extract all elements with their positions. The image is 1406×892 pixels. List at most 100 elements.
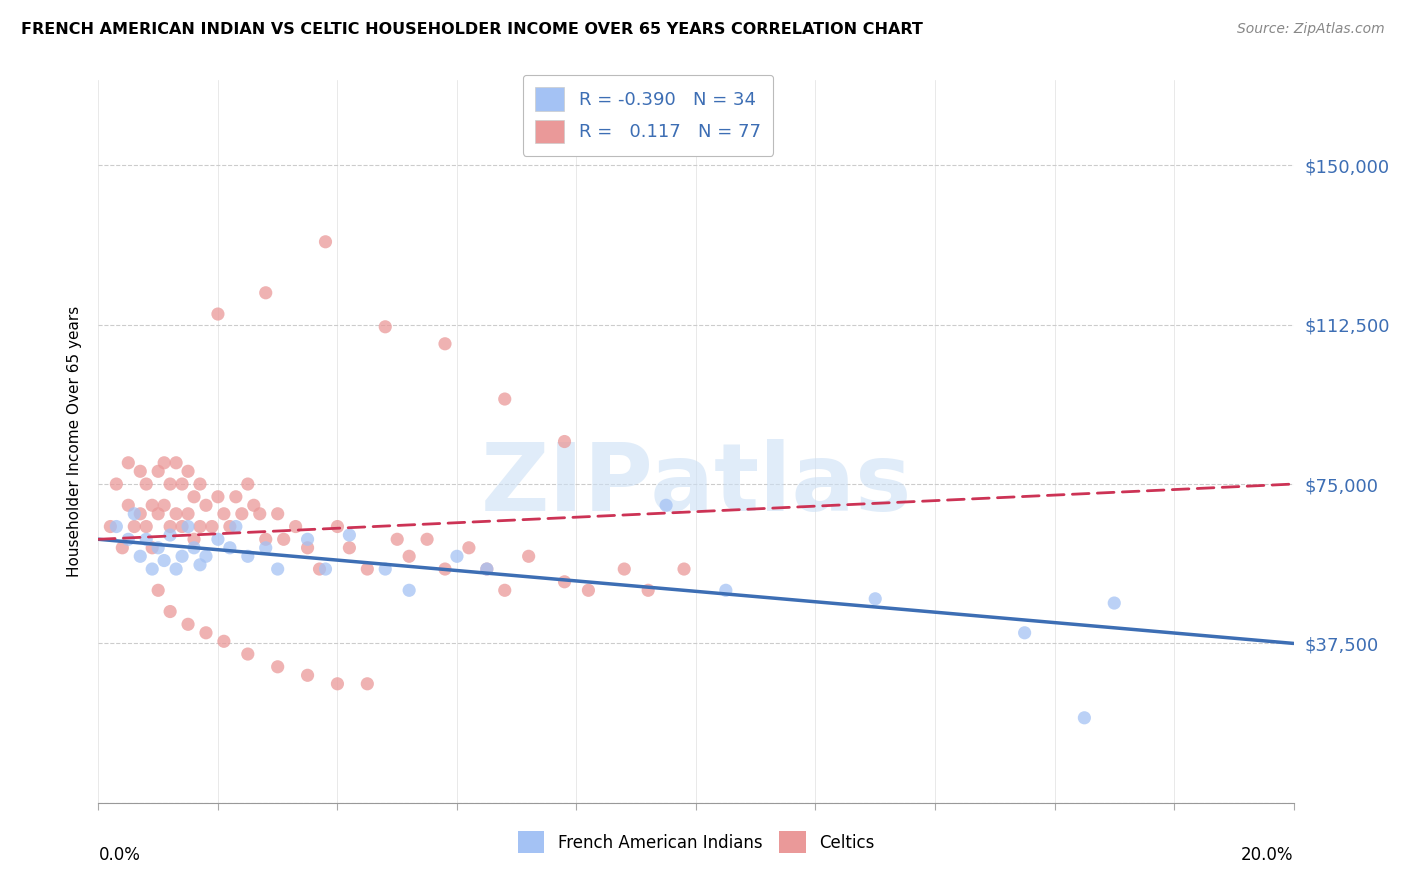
Point — [165, 456, 187, 470]
Point — [105, 519, 128, 533]
Point — [339, 528, 361, 542]
Point — [254, 285, 277, 300]
Point — [613, 562, 636, 576]
Point — [434, 336, 457, 351]
Point — [148, 583, 170, 598]
Point — [219, 541, 242, 555]
Point — [273, 533, 295, 547]
Point — [225, 519, 247, 533]
Point — [1073, 711, 1095, 725]
Point — [177, 617, 200, 632]
Point — [374, 562, 396, 576]
Point — [148, 464, 170, 478]
Point — [117, 498, 139, 512]
Point — [236, 647, 259, 661]
Point — [517, 549, 540, 564]
Point — [297, 533, 319, 547]
Point — [385, 533, 409, 547]
Point — [207, 533, 229, 547]
Point — [284, 519, 307, 533]
Point — [655, 498, 678, 512]
Point — [356, 677, 378, 691]
Point — [1104, 596, 1126, 610]
Point — [111, 541, 134, 555]
Point — [188, 558, 211, 572]
Point — [141, 562, 163, 576]
Point — [129, 549, 152, 564]
Point — [339, 541, 361, 555]
Point — [267, 562, 290, 576]
Point — [153, 553, 176, 567]
Point — [231, 507, 253, 521]
Point — [195, 498, 218, 512]
Point — [177, 464, 200, 478]
Point — [1014, 625, 1036, 640]
Point — [135, 477, 157, 491]
Point — [254, 541, 277, 555]
Point — [297, 541, 319, 555]
Point — [165, 507, 187, 521]
Text: 20.0%: 20.0% — [1241, 847, 1294, 864]
Point — [135, 533, 157, 547]
Point — [172, 519, 194, 533]
Point — [243, 498, 266, 512]
Point — [98, 519, 122, 533]
Point — [865, 591, 887, 606]
Point — [416, 533, 439, 547]
Point — [398, 549, 420, 564]
Point — [494, 392, 516, 406]
Point — [177, 519, 200, 533]
Point — [183, 533, 205, 547]
Point — [475, 562, 498, 576]
Point — [183, 541, 205, 555]
Point — [201, 519, 224, 533]
Point — [494, 583, 516, 598]
Point — [225, 490, 247, 504]
Legend: French American Indians, Celtics: French American Indians, Celtics — [510, 825, 882, 860]
Point — [458, 541, 481, 555]
Point — [267, 507, 290, 521]
Point — [159, 528, 181, 542]
Point — [124, 507, 146, 521]
Y-axis label: Householder Income Over 65 years: Householder Income Over 65 years — [67, 306, 83, 577]
Point — [159, 605, 181, 619]
Point — [326, 677, 349, 691]
Point — [673, 562, 696, 576]
Point — [153, 456, 176, 470]
Point — [207, 307, 229, 321]
Point — [124, 519, 146, 533]
Point — [183, 490, 205, 504]
Point — [637, 583, 659, 598]
Point — [446, 549, 468, 564]
Point — [153, 498, 176, 512]
Point — [172, 549, 194, 564]
Point — [315, 235, 337, 249]
Point — [188, 519, 211, 533]
Point — [254, 533, 277, 547]
Text: 0.0%: 0.0% — [98, 847, 141, 864]
Point — [578, 583, 600, 598]
Point — [172, 477, 194, 491]
Point — [141, 541, 163, 555]
Point — [159, 519, 181, 533]
Point — [141, 498, 163, 512]
Point — [475, 562, 498, 576]
Point — [554, 574, 576, 589]
Point — [105, 477, 128, 491]
Point — [374, 319, 396, 334]
Point — [135, 519, 157, 533]
Point — [356, 562, 378, 576]
Point — [188, 477, 211, 491]
Point — [308, 562, 330, 576]
Point — [326, 519, 349, 533]
Point — [195, 625, 218, 640]
Point — [236, 477, 259, 491]
Point — [177, 507, 200, 521]
Point — [219, 519, 242, 533]
Point — [554, 434, 576, 449]
Point — [212, 507, 235, 521]
Point — [129, 464, 152, 478]
Text: Source: ZipAtlas.com: Source: ZipAtlas.com — [1237, 22, 1385, 37]
Point — [249, 507, 271, 521]
Point — [195, 549, 218, 564]
